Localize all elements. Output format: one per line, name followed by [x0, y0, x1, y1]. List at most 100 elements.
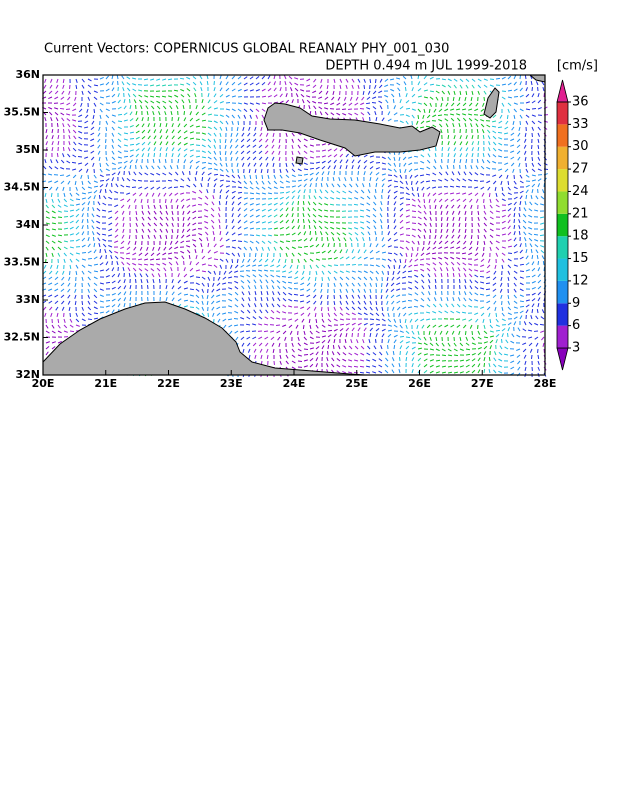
current-vector	[444, 198, 449, 202]
current-vector	[152, 158, 155, 164]
current-vector	[291, 138, 295, 143]
current-vector	[523, 138, 527, 143]
current-vector	[420, 252, 425, 256]
current-vector	[399, 106, 404, 110]
current-vector	[273, 220, 278, 224]
current-vector	[219, 184, 224, 188]
current-vector	[423, 96, 429, 99]
current-vector	[426, 246, 431, 251]
current-vector	[468, 117, 473, 122]
current-vector	[337, 345, 341, 350]
current-vector	[421, 186, 425, 191]
current-vector	[146, 110, 149, 116]
current-vector	[435, 371, 440, 374]
current-vector	[225, 94, 230, 98]
current-vector	[270, 264, 275, 268]
current-vector	[271, 297, 275, 302]
current-vector	[452, 216, 455, 221]
current-vector	[87, 257, 93, 260]
current-vector	[207, 132, 212, 136]
current-vector	[380, 201, 383, 206]
current-vector	[324, 226, 329, 230]
current-vector	[351, 256, 356, 260]
current-vector	[271, 279, 275, 284]
current-vector	[140, 279, 143, 284]
current-vector	[321, 330, 327, 333]
current-vector	[471, 84, 475, 89]
current-vector	[219, 179, 225, 182]
current-vector	[237, 120, 240, 126]
current-vector	[240, 330, 245, 333]
current-vector	[123, 99, 126, 104]
current-vector	[201, 294, 204, 299]
current-vector	[435, 359, 441, 362]
x-tick-label: 26E	[408, 377, 431, 390]
current-vector	[387, 111, 391, 116]
current-vector	[349, 96, 353, 101]
current-vector	[372, 365, 377, 368]
current-vector	[181, 204, 185, 209]
current-vector	[126, 82, 131, 86]
current-vector	[309, 230, 312, 236]
current-vector	[55, 117, 59, 122]
current-vector	[374, 78, 377, 84]
current-vector	[423, 216, 427, 221]
current-vector	[247, 162, 251, 167]
current-vector	[351, 312, 356, 316]
current-vector	[450, 246, 455, 249]
current-vector	[337, 96, 341, 101]
current-vector	[301, 318, 305, 323]
current-vector	[85, 114, 89, 119]
current-vector	[319, 111, 323, 116]
current-vector	[469, 279, 473, 284]
current-vector	[495, 234, 501, 237]
current-vector	[461, 252, 467, 255]
current-vector	[289, 330, 293, 335]
current-vector	[45, 222, 50, 225]
current-vector	[241, 258, 245, 263]
current-vector	[519, 276, 524, 279]
current-vector	[225, 185, 230, 188]
current-vector	[123, 297, 127, 302]
current-vector	[54, 90, 59, 95]
current-vector	[438, 171, 443, 176]
current-vector	[446, 272, 449, 278]
current-vector	[523, 150, 527, 155]
current-vector	[441, 96, 444, 102]
current-vector	[343, 237, 347, 242]
current-vector	[147, 153, 150, 158]
current-vector	[381, 162, 386, 165]
current-vector	[243, 89, 248, 92]
current-vector	[369, 300, 372, 305]
current-vector	[111, 304, 116, 308]
current-vector	[225, 101, 231, 104]
current-vector	[87, 174, 90, 180]
current-vector	[189, 275, 194, 278]
current-vector	[75, 324, 80, 327]
current-vector	[60, 112, 65, 116]
current-vector	[459, 348, 464, 351]
current-vector	[510, 132, 515, 136]
current-vector	[405, 227, 411, 230]
current-vector	[219, 150, 222, 156]
current-vector	[291, 201, 295, 206]
current-vector	[444, 310, 449, 314]
current-vector	[243, 108, 248, 113]
current-vector	[207, 144, 212, 149]
current-vector	[169, 240, 173, 245]
current-vector	[271, 258, 275, 263]
current-vector	[303, 173, 309, 176]
current-vector	[174, 99, 179, 104]
current-vector	[421, 324, 425, 329]
current-vector	[258, 138, 263, 143]
current-vector	[483, 240, 486, 246]
current-vector	[314, 312, 317, 318]
colorbar-band	[557, 124, 568, 147]
current-vector	[429, 102, 432, 107]
current-vector	[243, 252, 246, 258]
current-vector	[55, 186, 59, 191]
current-vector	[243, 240, 248, 243]
current-vector	[69, 252, 74, 256]
current-vector	[404, 168, 407, 173]
current-vector	[507, 327, 511, 332]
